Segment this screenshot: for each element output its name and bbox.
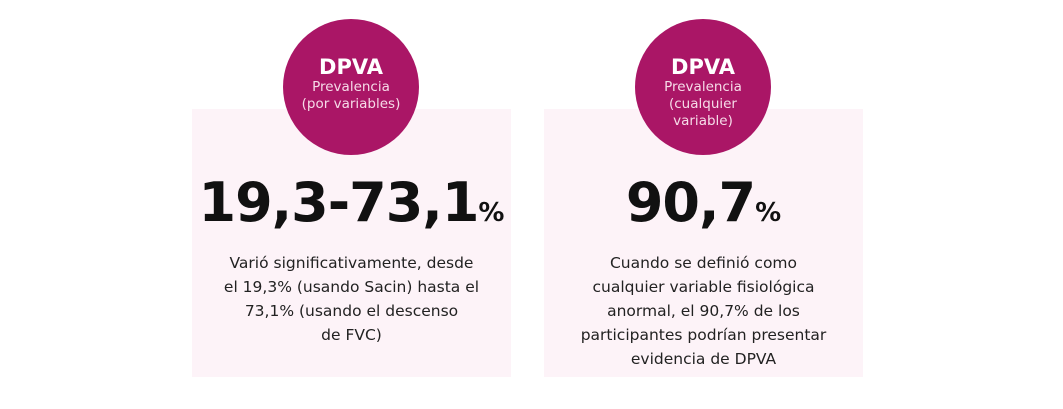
stat-value: 19,3-73,1% — [192, 173, 511, 243]
description-line: evidencia de DPVA — [630, 350, 777, 368]
stat-unit: % — [478, 198, 505, 228]
description-line: participantes podrían presentar — [580, 326, 827, 344]
description-line: 73,1% (usando el descenso — [244, 302, 459, 320]
stat-value: 90,7% — [544, 173, 863, 243]
description-line: cualquier variable fisiológica — [592, 278, 815, 296]
description-line: Cuando se definió como — [609, 254, 798, 272]
badge-title: DPVA — [319, 55, 383, 79]
description-line: anormal, el 90,7% de los — [607, 302, 800, 320]
badge-subtitle: (cualquier — [668, 96, 737, 112]
badge-subtitle: Prevalencia — [312, 79, 390, 95]
badge-cualquier-variable: DPVA Prevalencia (cualquier variable) — [635, 19, 771, 155]
description-line: Varió significativamente, desde — [229, 254, 474, 272]
stat-description: Varió significativamente, desde el 19,3%… — [212, 251, 491, 347]
stat-unit: % — [755, 198, 782, 228]
stat-number: 19,3-73,1 — [198, 171, 480, 234]
stat-number: 90,7 — [625, 171, 756, 234]
badge-subtitle: (por variables) — [301, 96, 401, 112]
badge-subtitle: variable) — [673, 113, 733, 129]
badge-por-variables: DPVA Prevalencia (por variables) — [283, 19, 419, 155]
description-line: de FVC) — [321, 326, 382, 344]
badge-subtitle: Prevalencia — [664, 79, 742, 95]
badge-title: DPVA — [671, 55, 735, 79]
description-line: el 19,3% (usando Sacin) hasta el — [223, 278, 480, 296]
stat-description: Cuando se definió como cualquier variabl… — [564, 251, 843, 371]
